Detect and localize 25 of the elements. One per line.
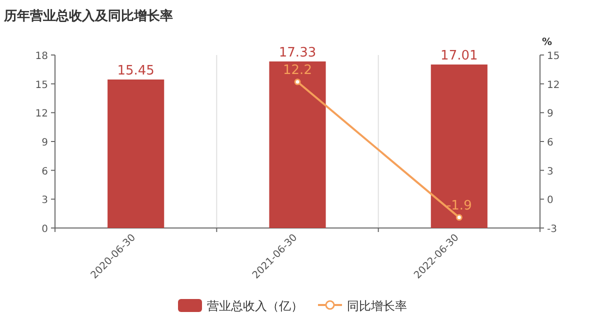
data-label: 17.01 (440, 48, 478, 64)
chart-title: 历年营业总收入及同比增长率 (3, 8, 173, 24)
y2-axis-title: % (542, 37, 552, 48)
legend-item: 同比增长率 (318, 299, 407, 313)
y-tick-label: 18 (35, 51, 48, 62)
data-label: 15.45 (117, 64, 154, 79)
legend-item: 营业总收入（亿） (178, 299, 303, 313)
y-tick-label: 15 (35, 80, 48, 91)
y2-tick-label: -3 (547, 224, 557, 235)
y2-tick-label: 3 (547, 166, 554, 178)
y2-tick-label: 15 (547, 51, 560, 62)
y2-tick-label: 0 (547, 195, 554, 206)
data-label: 17.33 (278, 45, 316, 60)
data-label: -1.9 (446, 198, 472, 214)
legend-label: 同比增长率 (347, 299, 407, 313)
y-tick-label: 9 (42, 138, 48, 148)
data-label: 12.2 (283, 62, 312, 78)
y-tick-label: 6 (42, 166, 48, 178)
y-tick-label: 3 (42, 195, 48, 206)
y2-tick-label: 6 (547, 138, 554, 148)
y2-tick-label: 12 (547, 80, 560, 91)
y-tick-label: 0 (42, 224, 48, 235)
y-tick-label: 12 (35, 108, 48, 120)
y2-tick-label: 9 (547, 108, 554, 120)
legend-label: 营业总收入（亿） (207, 299, 303, 313)
